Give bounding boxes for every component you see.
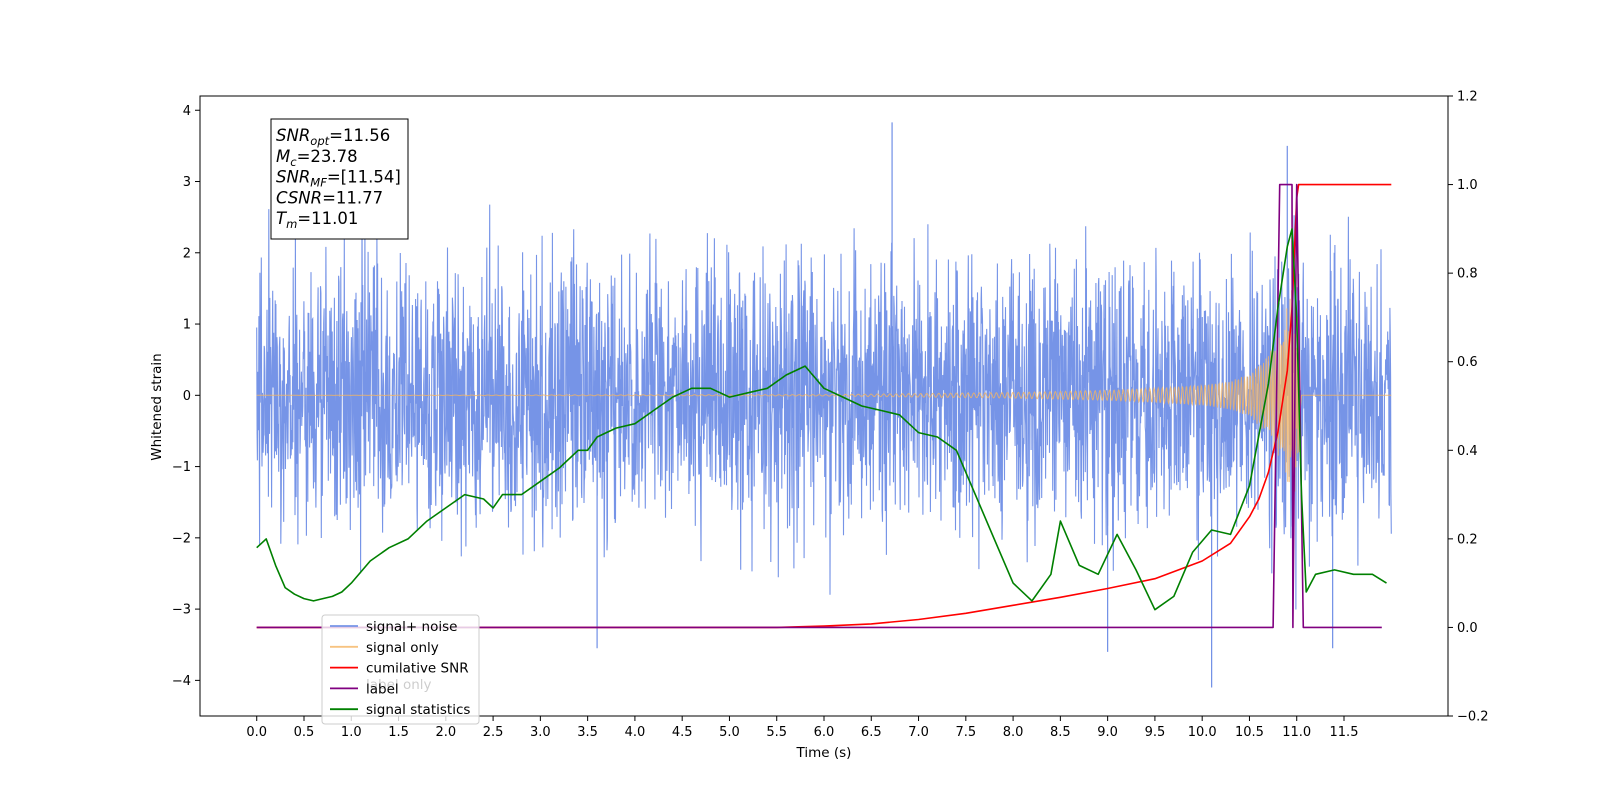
legend-label: signal statistics [366,702,470,718]
x-axis: 0.0 0.5 1.0 1.5 2.0 2.5 3.0 3.5 4.0 4.5 5.0 5.5 6.0 6… [246,716,1358,740]
x-tick-label: 4.5 [672,725,693,740]
legend-label: label [366,681,399,697]
x-tick-label: 3.5 [577,725,598,740]
x-tick-label: 7.0 [908,725,929,740]
x-tick-label: 6.5 [861,725,882,740]
x-tick-label: 2.5 [483,725,504,740]
info-box: SNRopt=11.56Mc=23.78SNRMF=[11.54]CSNR=11… [270,118,409,240]
x-tick-label: 0.5 [294,725,315,740]
info-line: CSNR=11.77 [276,188,383,207]
info-line: Tm=11.01 [276,209,358,231]
y-tick-label: −4 [172,674,191,689]
x-tick-label: 10.5 [1235,725,1264,740]
y2-tick-label: 0.8 [1457,267,1478,282]
series-label [256,183,1382,629]
y2-tick-label: 1.0 [1457,178,1478,193]
info-line-value: =11.77 [322,188,383,207]
y2-tick-label: 0.2 [1457,532,1478,547]
info-line-symbol: SNR [276,126,310,145]
info-line-symbol: T [276,209,288,228]
x-tick-label: 2.0 [435,725,456,740]
y-axis-left: 4 3 2 1 0 −1 −2 −3 −4 [172,104,200,689]
x-tick-label: 9.0 [1097,725,1118,740]
info-line-subscript: opt [310,134,329,148]
info-line-subscript: c [290,155,297,169]
y-tick-label: 2 [183,246,191,261]
info-line-value: =[11.54] [327,168,401,187]
x-tick-label: 7.5 [955,725,976,740]
x-tick-label: 0.0 [246,725,267,740]
y2-tick-label: 0.6 [1457,355,1478,370]
x-tick-label: 1.0 [341,725,362,740]
y-tick-label: 0 [183,389,191,404]
legend-label: signal+ noise [366,619,457,635]
info-line-subscript: m [286,217,297,231]
info-line-value: =11.01 [297,209,358,228]
info-line: SNRMF=[11.54] [276,168,401,190]
y-tick-label: 3 [183,175,191,190]
y-tick-label: −3 [172,603,191,618]
info-box-frame [270,118,409,240]
x-tick-label: 4.0 [625,725,646,740]
series-signal-statistics [256,228,1387,611]
series-cumulative-snr [256,183,1392,629]
x-tick-label: 3.0 [530,725,551,740]
x-tick-label: 5.5 [766,725,787,740]
info-line-symbol: SNR [276,168,310,187]
y-tick-label: −1 [172,460,191,475]
x-tick-label: 11.0 [1282,725,1311,740]
info-line-symbol: M [276,147,290,166]
series-signal-only [256,290,1392,492]
y-tick-label: 1 [183,318,191,333]
x-tick-label: 11.5 [1330,725,1359,740]
series-signal-noise [256,199,1392,610]
info-line-value: =11.56 [329,126,390,145]
x-tick-label: 9.5 [1145,725,1166,740]
legend-frame [321,614,480,725]
x-tick-label: 8.0 [1003,725,1024,740]
x-axis-label: Time (s) [796,745,852,761]
legend-label: signal only [366,640,439,656]
y2-tick-label: 0.0 [1457,621,1478,636]
info-line: SNRopt=11.56 [276,126,390,148]
y-axis-right: 1.2 1.0 0.8 0.6 0.4 0.2 0.0 −0.2 [1448,90,1489,725]
x-tick-label: 6.0 [814,725,835,740]
x-tick-label: 5.0 [719,725,740,740]
legend-label: cumilative SNR [366,661,469,677]
y2-tick-label: 0.4 [1457,444,1478,459]
y2-tick-label: 1.2 [1457,90,1478,105]
y-tick-label: −2 [172,531,191,546]
info-line: Mc=23.78 [276,147,358,169]
y-axis-label: Whitened strain [149,353,165,460]
info-line-subscript: MF [310,176,327,190]
x-tick-label: 8.5 [1050,725,1071,740]
x-tick-label: 1.5 [388,725,409,740]
y2-tick-label: −0.2 [1457,710,1489,725]
series-layer [256,122,1392,688]
y-tick-label: 4 [183,104,191,119]
info-line-value: =23.78 [297,147,358,166]
x-tick-label: 10.0 [1188,725,1217,740]
info-line-symbol: CSNR [276,188,322,207]
